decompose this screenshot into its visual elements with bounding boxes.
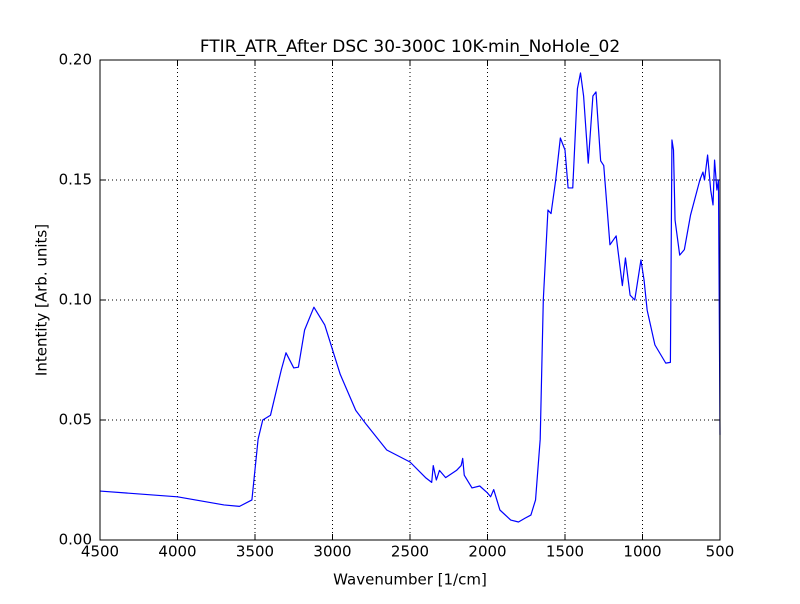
x-tick-label: 1000 <box>623 543 661 561</box>
chart-title: FTIR_ATR_After DSC 30-300C 10K-min_NoHol… <box>200 37 620 57</box>
data-line <box>99 72 721 523</box>
x-tick-label: 1500 <box>546 543 584 561</box>
y-tick-label: 0.15 <box>59 171 92 189</box>
x-tick-label: 500 <box>706 543 735 561</box>
x-tick-label: 3500 <box>236 543 274 561</box>
y-tick-label: 0.10 <box>59 291 92 309</box>
x-tick-label: 4000 <box>158 543 196 561</box>
x-axis-label: Wavenumber [1/cm] <box>333 571 487 589</box>
x-tick-label: 3000 <box>313 543 351 561</box>
y-tick-label: 0.05 <box>59 411 92 429</box>
y-tick-label: 0.20 <box>59 51 92 69</box>
x-tick-label: 4500 <box>81 543 119 561</box>
y-tick-label: 0.00 <box>59 531 92 549</box>
plot-frame <box>99 59 721 541</box>
x-tick-label: 2500 <box>391 543 429 561</box>
y-axis-label: Intentity [Arb. units] <box>33 224 51 376</box>
x-tick-label: 2000 <box>468 543 506 561</box>
